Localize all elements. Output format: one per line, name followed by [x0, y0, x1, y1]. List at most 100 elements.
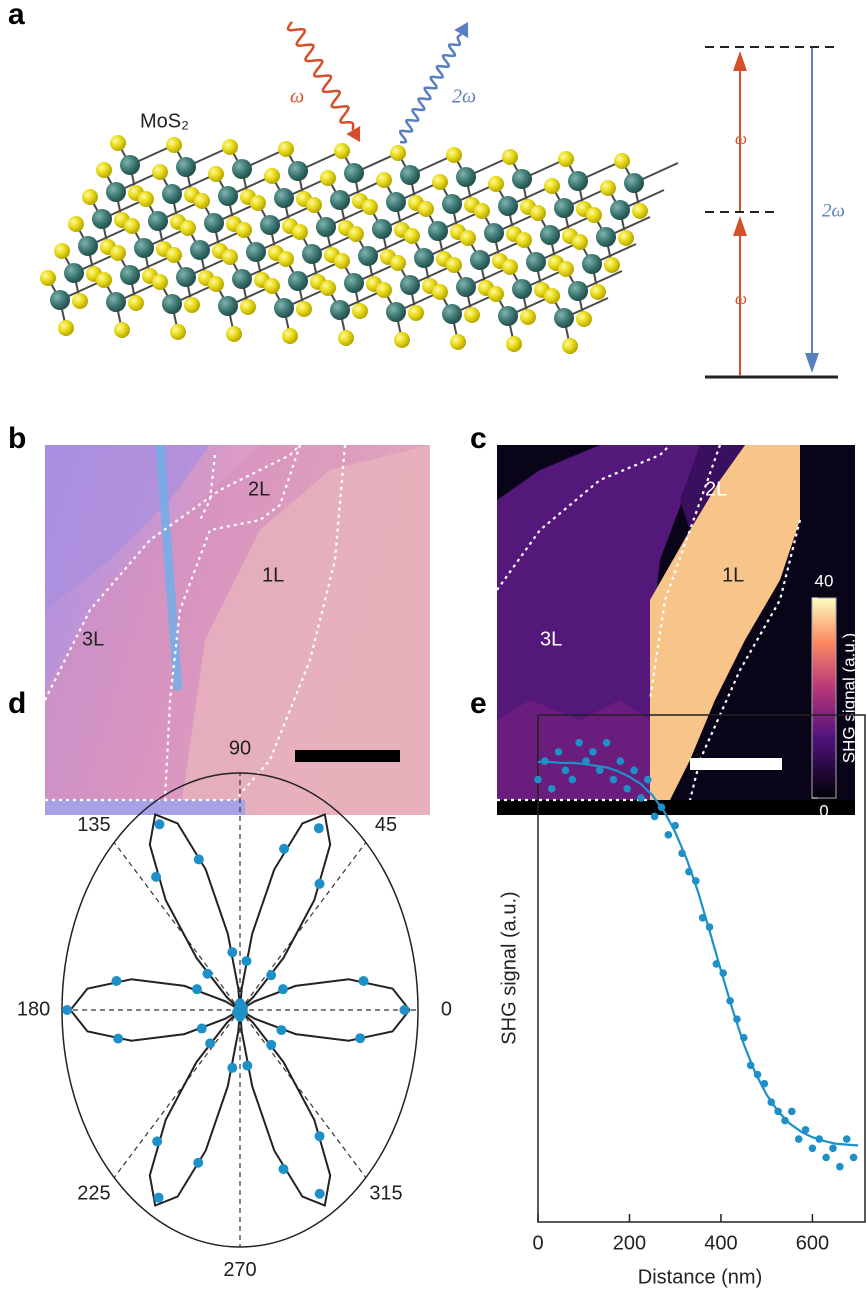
panel-label: c [470, 422, 487, 455]
angle-label: 45 [375, 814, 397, 836]
molybdenum-atom [610, 200, 630, 220]
data-point [630, 767, 638, 775]
sulfur-atom [194, 193, 210, 209]
x-axis-label: Distance (nm) [638, 1266, 762, 1288]
sulfur-atom [180, 220, 196, 236]
sulfur-atom [264, 168, 280, 184]
panel-label: a [8, 0, 25, 31]
data-point [241, 956, 251, 966]
sulfur-atom [282, 328, 298, 344]
sulfur-atom [96, 162, 112, 178]
data-point [548, 785, 556, 793]
molybdenum-atom [148, 211, 168, 231]
sulfur-atom [320, 170, 336, 186]
sulfur-atom [166, 137, 182, 153]
data-point [534, 776, 542, 784]
sulfur-atom [394, 332, 410, 348]
data-point [193, 1158, 203, 1168]
sulfur-atom [334, 143, 350, 159]
sulfur-atom [572, 234, 588, 250]
molybdenum-atom [260, 215, 280, 235]
level-label: 2ω [822, 200, 845, 221]
molybdenum-atom [428, 221, 448, 241]
angle-label: 225 [77, 1183, 110, 1205]
data-point [589, 748, 597, 756]
data-point [617, 757, 625, 765]
data-point [623, 785, 631, 793]
molybdenum-atom [218, 186, 238, 206]
data-point [843, 1135, 851, 1143]
data-point [242, 1061, 252, 1071]
molybdenum-atom [512, 279, 532, 299]
sulfur-atom [320, 280, 336, 296]
sulfur-atom [446, 147, 462, 163]
molybdenum-atom [50, 290, 70, 310]
arrowhead [733, 216, 747, 236]
data-point [203, 969, 213, 979]
x-tick-label: 400 [704, 1232, 737, 1254]
data-point [822, 1154, 830, 1162]
sulfur-atom [516, 232, 532, 248]
sulfur-atom [530, 205, 546, 221]
colorbar-tick-label: 40 [815, 571, 834, 590]
molybdenum-atom [470, 250, 490, 270]
panel-label: d [8, 687, 26, 720]
sulfur-atom [506, 336, 522, 352]
molybdenum-atom [386, 192, 406, 212]
molybdenum-atom [330, 300, 350, 320]
sulfur-atom [226, 326, 242, 342]
molybdenum-atom [344, 273, 364, 293]
panel-label: b [8, 422, 26, 455]
data-point [644, 776, 652, 784]
molybdenum-atom [400, 165, 420, 185]
sulfur-atom [432, 174, 448, 190]
molybdenum-atom [526, 252, 546, 272]
sulfur-atom [558, 261, 574, 277]
molybdenum-atom [162, 294, 182, 314]
sulfur-atom [544, 288, 560, 304]
sulfur-atom [488, 286, 504, 302]
sulfur-atom [446, 257, 462, 273]
molybdenum-atom [456, 277, 476, 297]
sulfur-atom [82, 189, 98, 205]
sulfur-atom [408, 305, 424, 321]
sulfur-atom [152, 164, 168, 180]
colorbar [812, 598, 836, 798]
data-point [850, 1154, 858, 1162]
page: MoS2 SHG figure { "panel_a": {"label": "… [0, 0, 866, 1292]
molybdenum-atom [78, 236, 98, 256]
x-tick-label: 200 [613, 1232, 646, 1254]
colorbar-tick-label: 0 [819, 801, 828, 820]
angle-label: 135 [77, 814, 110, 836]
sulfur-atom [236, 222, 252, 238]
sulfur-atom [614, 153, 630, 169]
data-point [152, 1136, 162, 1146]
region-label: 2L [248, 478, 270, 500]
molybdenum-atom [554, 308, 574, 328]
sulfur-atom [352, 303, 368, 319]
data-point [829, 1144, 837, 1152]
data-point [276, 1025, 286, 1035]
sulfur-atom [604, 257, 620, 273]
data-point [359, 976, 369, 986]
angle-label: 0 [441, 998, 452, 1020]
x-tick-label: 600 [796, 1232, 829, 1254]
molybdenum-atom [246, 242, 266, 262]
data-point [238, 1007, 248, 1017]
sulfur-atom [110, 245, 126, 261]
region-label: 3L [540, 628, 562, 650]
sulfur-atom [590, 284, 606, 300]
sulfur-atom [110, 135, 126, 151]
fit-curve [538, 762, 858, 1146]
molybdenum-atom [414, 248, 434, 268]
data-point [197, 1024, 207, 1034]
scale-bar [295, 750, 400, 762]
sulfur-atom [338, 330, 354, 346]
sulfur-atom [54, 243, 70, 259]
molybdenum-atom [330, 190, 350, 210]
sulfur-atom [128, 295, 144, 311]
light-waves [288, 22, 468, 142]
arrowhead [805, 353, 819, 373]
sulfur-atom [208, 276, 224, 292]
molybdenum-atom [64, 263, 84, 283]
